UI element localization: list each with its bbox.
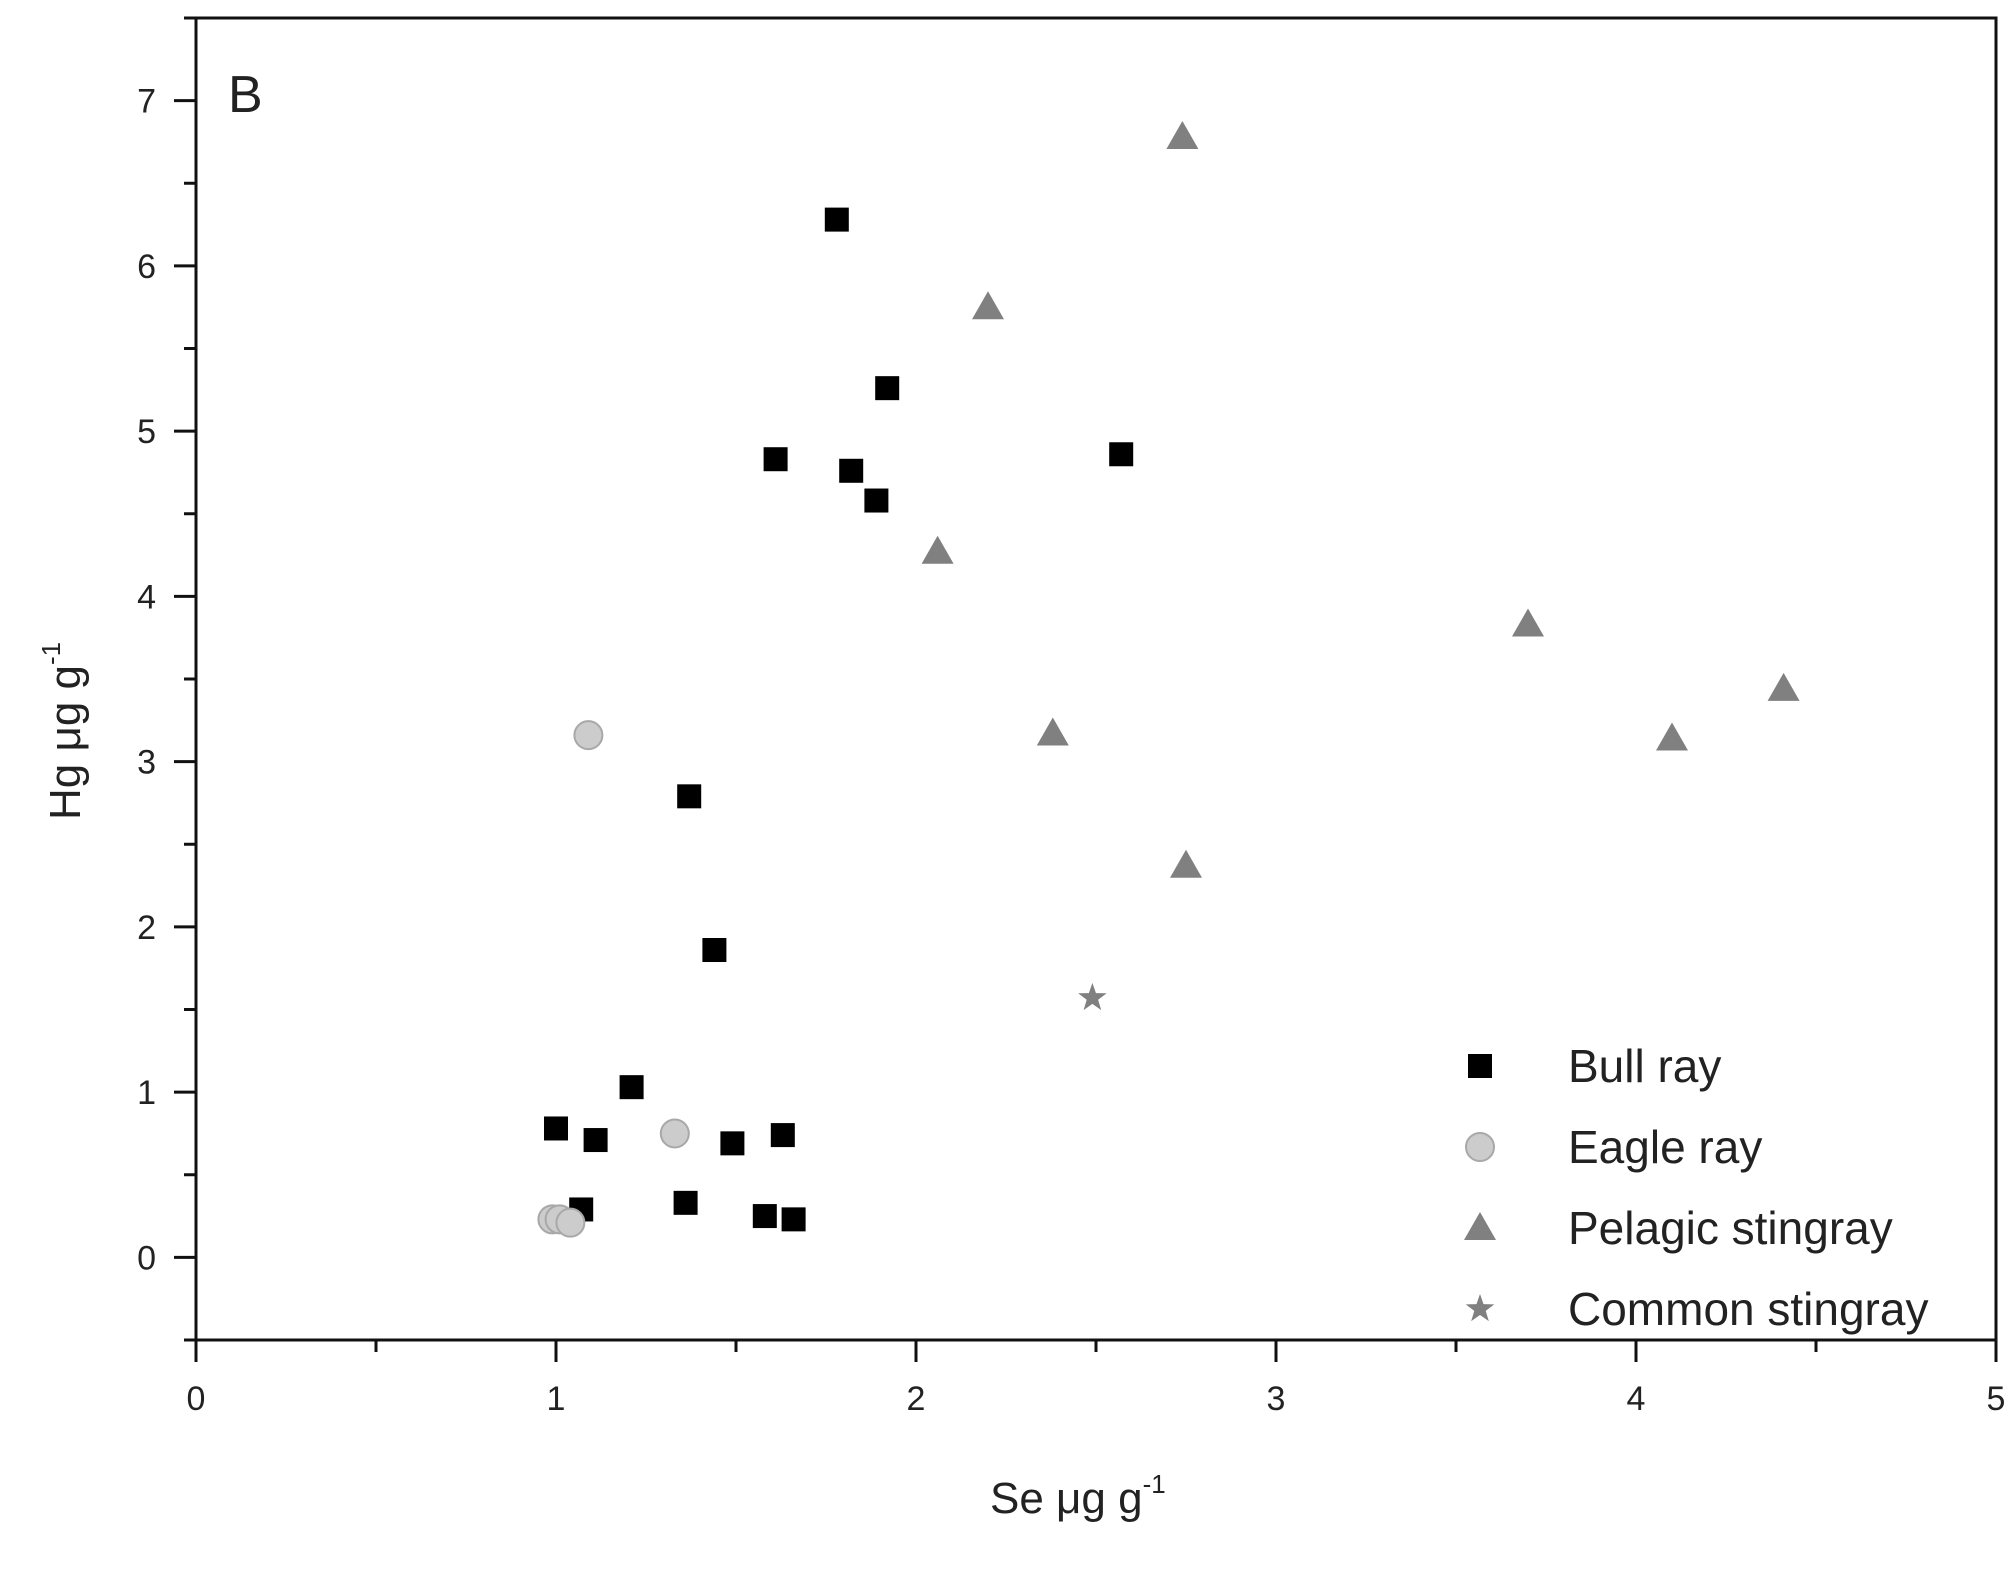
y-tick-label: 3 <box>137 744 156 782</box>
y-tick-label: 1 <box>137 1074 156 1112</box>
bull-ray-point <box>1109 442 1134 467</box>
y-tick-label: 5 <box>137 413 156 451</box>
x-tick-label: 1 <box>547 1380 566 1418</box>
bull-ray-point <box>544 1116 568 1141</box>
bull-ray-point <box>781 1207 806 1232</box>
legend-marker-pelagic-stingray <box>1464 1212 1496 1240</box>
legend-label-common-stingray: Common stingray <box>1568 1283 1928 1335</box>
bull-ray-point <box>752 1204 777 1229</box>
data-points <box>537 120 1800 1238</box>
eagle-ray-point <box>659 1118 690 1149</box>
pelagic-stingray-point <box>972 291 1004 320</box>
pelagic-stingray-point <box>1767 672 1800 701</box>
x-axis-label-text: Se μg g <box>990 1474 1143 1523</box>
legend-label-eagle-ray: Eagle ray <box>1568 1121 1762 1173</box>
pelagic-stingray-point <box>921 535 954 564</box>
legend-marker-eagle-ray <box>1465 1132 1495 1162</box>
bull-ray-point <box>619 1075 644 1100</box>
y-axis-label-text: Hg μg g <box>41 665 90 820</box>
bull-ray-point <box>864 488 889 513</box>
bull-ray-point <box>720 1131 745 1156</box>
y-tick-label: 0 <box>137 1239 156 1277</box>
common-stingray-point <box>1078 982 1107 1011</box>
pelagic-stingray-point <box>1166 120 1199 149</box>
y-tick-label: 4 <box>137 578 156 616</box>
bull-ray-point <box>702 938 727 963</box>
pelagic-stingray-point <box>1656 722 1688 751</box>
bull-ray-point <box>583 1128 608 1153</box>
y-tick-label: 6 <box>137 248 156 286</box>
x-tick-label: 4 <box>1627 1380 1646 1418</box>
y-axis-label: Hg μg g-1 <box>36 642 90 820</box>
pelagic-stingray-point <box>1170 849 1202 878</box>
y-tick-label: 2 <box>137 909 156 947</box>
eagle-ray-point <box>555 1207 586 1238</box>
bull-ray-point <box>875 376 900 401</box>
bull-ray-point <box>839 458 864 483</box>
legend-label-bull-ray: Bull ray <box>1568 1040 1721 1092</box>
panel-label: B <box>228 66 263 124</box>
bull-ray-point <box>673 1190 698 1215</box>
x-tick-label: 0 <box>187 1380 206 1418</box>
axis-ticks <box>174 16 1998 1362</box>
legend-marker-common-stingray <box>1465 1294 1495 1322</box>
x-axis-label: Se μg g-1 <box>990 1469 1166 1523</box>
y-tick-label: 7 <box>137 83 156 121</box>
pelagic-stingray-point <box>1036 717 1069 746</box>
tick-labels: 0 1 2 3 4 5 0 1 2 3 4 5 6 7 <box>137 83 2005 1418</box>
bull-ray-point <box>763 447 788 472</box>
x-tick-label: 5 <box>1987 1380 2006 1418</box>
bull-ray-point <box>824 207 849 232</box>
pelagic-stingray-point <box>1512 608 1544 637</box>
x-tick-label: 3 <box>1267 1380 1286 1418</box>
legend-label-pelagic-stingray: Pelagic stingray <box>1568 1202 1893 1254</box>
legend-marker-bull-ray <box>1468 1054 1492 1078</box>
x-tick-label: 2 <box>907 1380 926 1418</box>
legend: Bull ray Eagle ray Pelagic stingray Common … <box>1464 1040 1928 1335</box>
x-axis-label-superscript: -1 <box>1143 1469 1166 1499</box>
bull-ray-point <box>770 1123 795 1148</box>
eagle-ray-point <box>573 720 604 751</box>
y-axis-label-superscript: -1 <box>36 642 66 665</box>
bull-ray-point <box>677 784 702 809</box>
